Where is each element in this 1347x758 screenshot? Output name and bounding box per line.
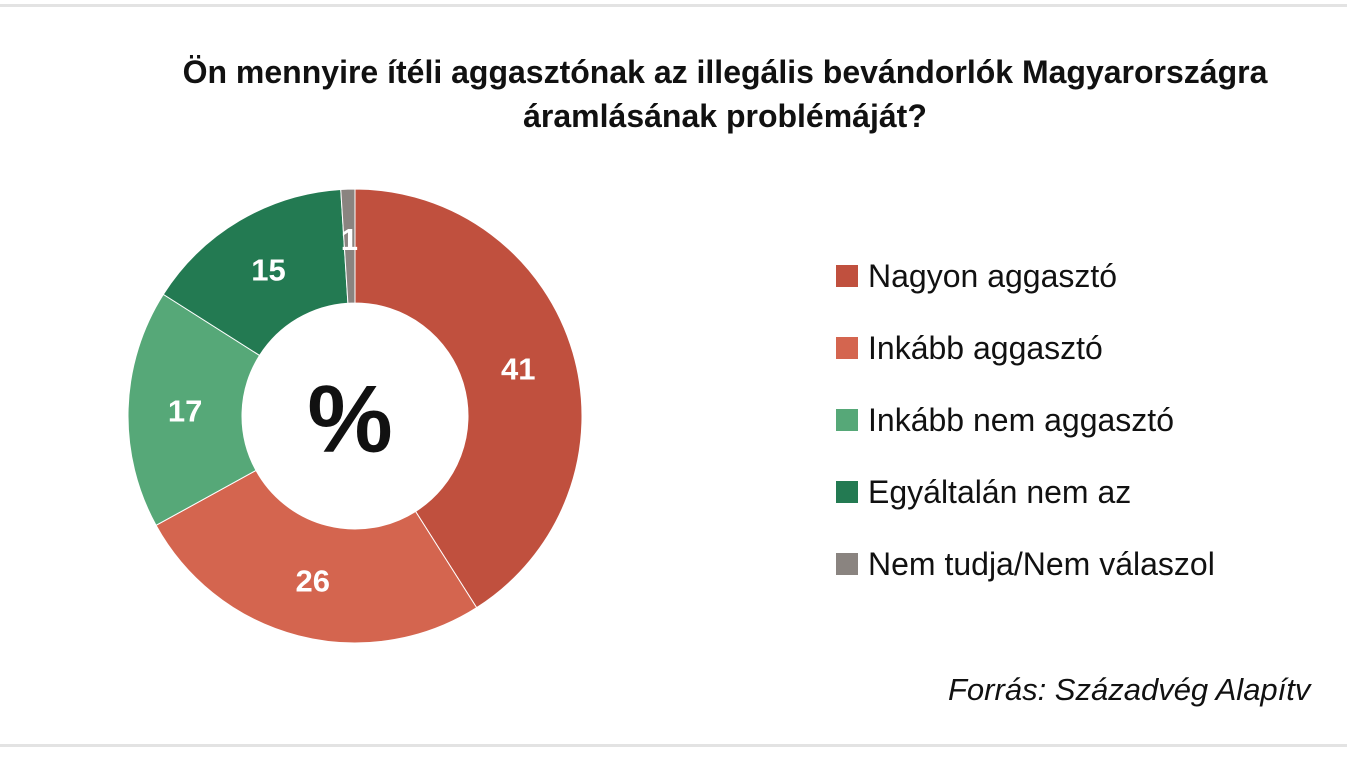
slice-value-label: 1 — [341, 222, 358, 257]
donut-slice-labels: 41 26 17 15 1 — [168, 222, 536, 599]
donut-chart: 41 26 17 15 1 % — [127, 188, 583, 644]
legend-item: Inkább aggasztó — [836, 312, 1215, 384]
legend-swatch — [836, 265, 858, 287]
chart-title: Ön mennyire ítéli aggasztónak az illegál… — [182, 54, 1268, 134]
slice-value-label: 26 — [295, 564, 329, 599]
donut-slice-3 — [127, 293, 261, 527]
legend-swatch — [836, 337, 858, 359]
legend-label: Nagyon aggasztó — [868, 257, 1118, 294]
legend-label: Inkább aggasztó — [868, 329, 1103, 366]
legend-label: Inkább nem aggasztó — [868, 401, 1174, 438]
donut-slice-1 — [354, 188, 583, 609]
legend-item: Inkább nem aggasztó — [836, 384, 1215, 456]
legend-item: Egyáltalán nem az — [836, 456, 1215, 528]
donut-slice-4 — [162, 188, 349, 357]
source-note: Forrás: Századvég Alapítv — [948, 672, 1311, 707]
legend-swatch — [836, 481, 858, 503]
center-label: % — [307, 366, 392, 473]
slice-value-label: 15 — [251, 253, 285, 288]
top-border — [0, 4, 1347, 7]
legend: Nagyon aggasztó Inkább aggasztó Inkább nem… — [836, 240, 1215, 600]
slice-value-label: 17 — [168, 394, 202, 429]
legend-label: Nem tudja/Nem válaszol — [868, 545, 1215, 582]
donut-slice-2 — [155, 469, 478, 644]
legend-swatch — [836, 409, 858, 431]
legend-item: Nagyon aggasztó — [836, 240, 1215, 312]
legend-swatch — [836, 553, 858, 575]
donut-slices — [127, 188, 583, 644]
legend-item: Nem tudja/Nem válaszol — [836, 528, 1215, 600]
donut-slice-5 — [340, 188, 356, 304]
legend-label: Egyáltalán nem az — [868, 473, 1132, 510]
bottom-border — [0, 744, 1347, 747]
slice-value-label: 41 — [501, 352, 535, 387]
